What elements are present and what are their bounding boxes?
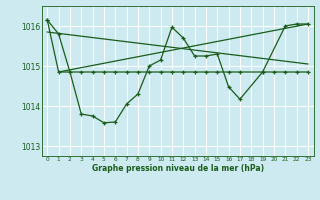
X-axis label: Graphe pression niveau de la mer (hPa): Graphe pression niveau de la mer (hPa) — [92, 164, 264, 173]
